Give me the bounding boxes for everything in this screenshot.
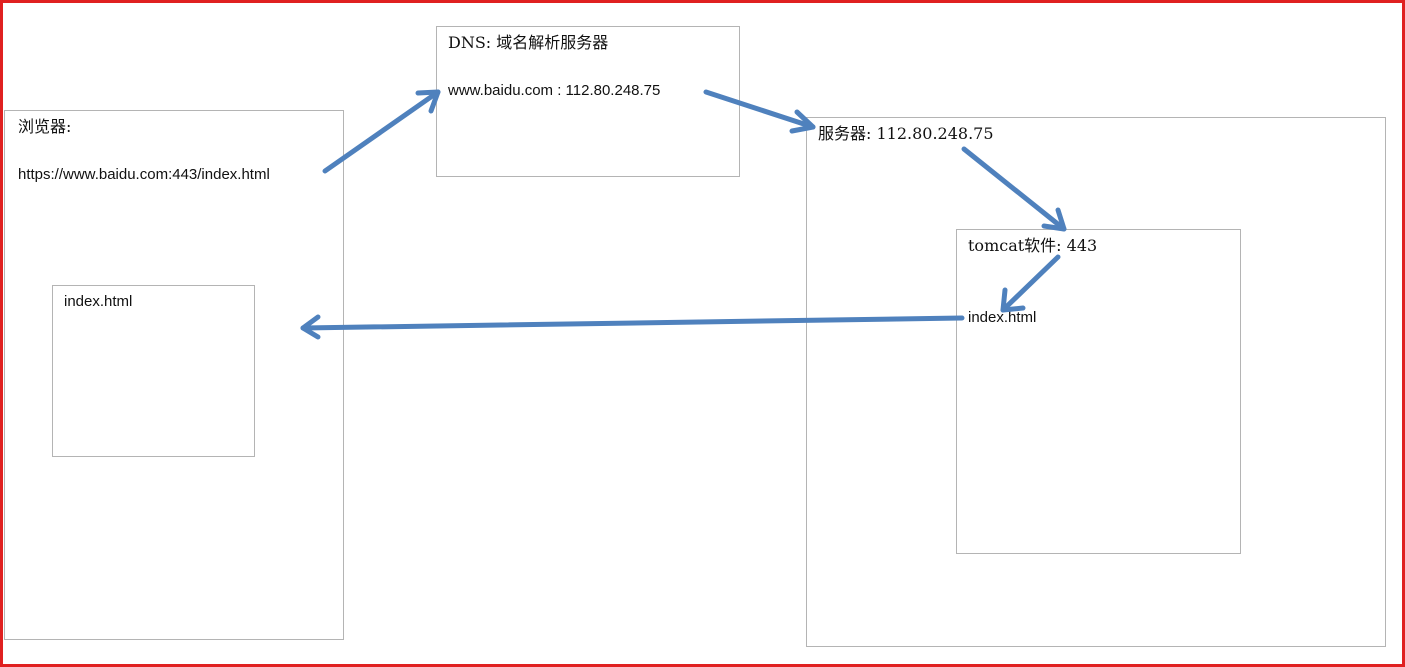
tomcat-file-label: index.html [968, 309, 1037, 326]
browser-page-box [52, 285, 255, 457]
server-title: 服务器: 112.80.248.75 [818, 124, 994, 143]
dns-server-box [436, 26, 740, 177]
browser-title: 浏览器: [18, 117, 72, 136]
dns-record: www.baidu.com : 112.80.248.75 [448, 82, 661, 99]
tomcat-box [956, 229, 1241, 554]
tomcat-title: tomcat软件: 443 [968, 236, 1098, 255]
browser-url: https://www.baidu.com:443/index.html [18, 166, 270, 183]
browser-page-label: index.html [64, 293, 133, 310]
dns-title: DNS: 域名解析服务器 [448, 33, 609, 52]
